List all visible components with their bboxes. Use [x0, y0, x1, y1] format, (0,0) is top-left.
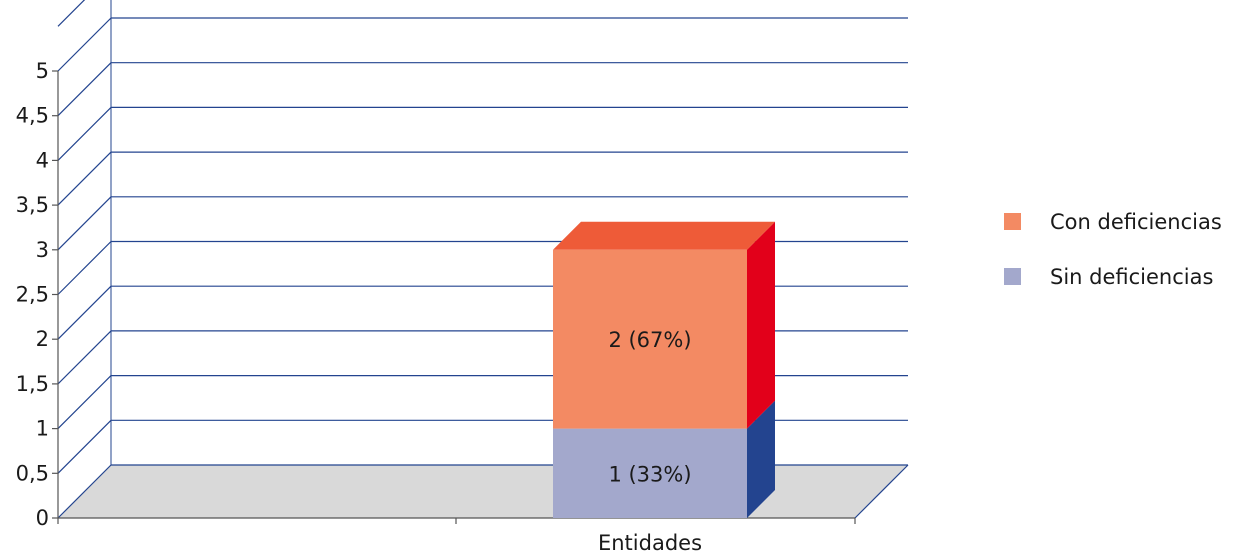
gridline-diagonal — [57, 419, 112, 474]
legend-label: Con deficiencias — [1050, 210, 1222, 234]
bar-segment-sin-deficiencias — [553, 400, 775, 518]
y-tick-label: 0,5 — [16, 461, 49, 485]
bar-side — [747, 221, 775, 429]
legend-swatch — [1004, 213, 1021, 230]
gridline-diagonal — [57, 17, 112, 72]
x-category-label: Entidades — [598, 531, 702, 553]
gridline-diagonal — [57, 285, 112, 340]
y-tick-label: 5 — [36, 59, 49, 83]
gridline-diagonal — [57, 106, 112, 161]
gridline-diagonal — [57, 62, 112, 117]
floor-edge-left — [57, 464, 112, 519]
gridline-diagonal — [57, 241, 112, 295]
y-tick-label: 2 — [36, 327, 49, 351]
y-tick-label: 1 — [36, 417, 49, 441]
y-tick-label: 4,5 — [16, 104, 49, 128]
y-tick-label: 3 — [36, 238, 49, 262]
gridline-diagonal — [57, 375, 112, 430]
bar-front — [553, 428, 747, 518]
legend: Con deficiencias Sin deficiencias — [1004, 210, 1222, 289]
bars — [553, 221, 775, 518]
chart-floor — [58, 465, 908, 518]
gridline-diagonal — [57, 330, 112, 385]
legend-item: Con deficiencias — [1004, 210, 1222, 234]
gridline-diagonal — [57, 196, 112, 251]
y-tick-label: 2,5 — [16, 283, 49, 307]
gridline-diagonal — [57, 151, 112, 206]
y-axis-ticks: 0 0,5 1 1,5 2 2,5 3 3,5 4 4,5 5 — [16, 59, 58, 530]
gridlines — [57, 0, 909, 519]
bar-side — [747, 400, 775, 518]
legend-item: Sin deficiencias — [1004, 265, 1213, 289]
x-axis-categories: Entidades — [598, 531, 702, 553]
bar-top — [553, 221, 775, 250]
y-tick-label: 4 — [36, 148, 49, 172]
legend-label: Sin deficiencias — [1050, 265, 1213, 289]
bar-data-labels: 1 (33%) 2 (67%) — [608, 328, 691, 486]
bar-data-label: 1 (33%) — [608, 462, 691, 486]
bar-front — [553, 249, 747, 429]
y-tick-label: 3,5 — [16, 193, 49, 217]
gridline-diagonal — [57, 0, 86, 27]
bar-data-label: 2 (67%) — [608, 328, 691, 352]
y-tick-label: 1,5 — [16, 372, 49, 396]
bar-segment-con-deficiencias — [553, 221, 775, 429]
legend-swatch — [1004, 268, 1021, 285]
y-tick-label: 0 — [36, 506, 49, 530]
floor-edge-right — [854, 464, 909, 519]
